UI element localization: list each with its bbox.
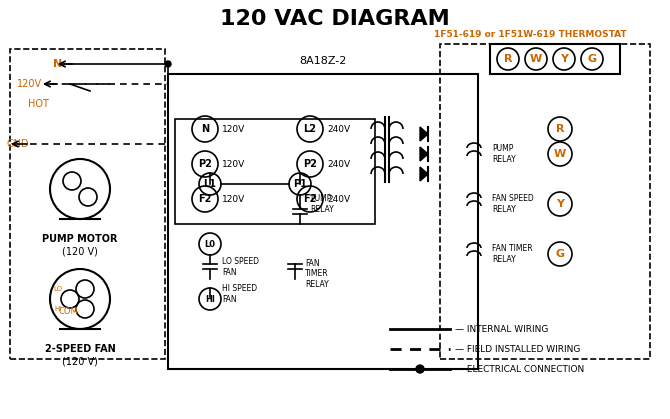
Text: P2: P2 <box>198 159 212 169</box>
Text: FAN TIMER
RELAY: FAN TIMER RELAY <box>492 244 533 264</box>
Bar <box>10 49 165 359</box>
Text: 240V: 240V <box>327 194 350 204</box>
Text: G: G <box>588 54 596 64</box>
Bar <box>168 74 478 369</box>
Text: FAN
TIMER
RELAY: FAN TIMER RELAY <box>305 259 329 289</box>
Text: — ELECTRICAL CONNECTION: — ELECTRICAL CONNECTION <box>455 365 584 373</box>
Bar <box>175 119 375 224</box>
Text: LO: LO <box>54 286 62 292</box>
Text: HI: HI <box>54 306 62 312</box>
Text: 120V: 120V <box>222 160 245 168</box>
Text: GND: GND <box>7 139 29 149</box>
Text: (120 V): (120 V) <box>62 246 98 256</box>
Text: LO SPEED
FAN: LO SPEED FAN <box>222 257 259 277</box>
Text: PUMP MOTOR: PUMP MOTOR <box>42 234 118 244</box>
Text: N: N <box>54 59 62 69</box>
Text: Y: Y <box>556 199 564 209</box>
Text: 120 VAC DIAGRAM: 120 VAC DIAGRAM <box>220 9 450 29</box>
Text: L1: L1 <box>204 179 216 189</box>
Text: P2: P2 <box>303 159 317 169</box>
Text: R: R <box>504 54 513 64</box>
Text: 2-SPEED FAN: 2-SPEED FAN <box>45 344 115 354</box>
Polygon shape <box>420 127 428 141</box>
Text: L2: L2 <box>304 124 316 134</box>
Text: W: W <box>554 149 566 159</box>
Text: W: W <box>530 54 542 64</box>
FancyBboxPatch shape <box>490 44 620 74</box>
Text: 120V: 120V <box>222 124 245 134</box>
Text: 120V: 120V <box>17 79 43 89</box>
Text: HOT: HOT <box>27 99 48 109</box>
Text: PUMP
RELAY: PUMP RELAY <box>310 194 334 214</box>
Text: FAN SPEED
RELAY: FAN SPEED RELAY <box>492 194 534 214</box>
Text: F2: F2 <box>198 194 212 204</box>
Text: N: N <box>201 124 209 134</box>
Text: 8A18Z-2: 8A18Z-2 <box>299 56 346 66</box>
Text: P1: P1 <box>293 179 307 189</box>
Text: — FIELD INSTALLED WIRING: — FIELD INSTALLED WIRING <box>455 344 580 354</box>
Text: HI: HI <box>205 295 215 303</box>
Text: L0: L0 <box>204 240 216 248</box>
Text: Y: Y <box>560 54 568 64</box>
Bar <box>440 44 650 359</box>
Text: COM: COM <box>58 307 78 316</box>
Text: 240V: 240V <box>327 160 350 168</box>
Text: HI SPEED
FAN: HI SPEED FAN <box>222 285 257 304</box>
Text: G: G <box>555 249 565 259</box>
Circle shape <box>165 61 171 67</box>
Polygon shape <box>420 147 428 161</box>
Text: R: R <box>555 124 564 134</box>
Text: (120 V): (120 V) <box>62 356 98 366</box>
Text: F2: F2 <box>304 194 317 204</box>
Text: 1F51-619 or 1F51W-619 THERMOSTAT: 1F51-619 or 1F51W-619 THERMOSTAT <box>433 29 626 39</box>
Text: — INTERNAL WIRING: — INTERNAL WIRING <box>455 324 548 334</box>
Polygon shape <box>420 167 428 181</box>
Circle shape <box>416 365 424 373</box>
Text: 120V: 120V <box>222 194 245 204</box>
Text: PUMP
RELAY: PUMP RELAY <box>492 144 516 164</box>
Text: 240V: 240V <box>327 124 350 134</box>
